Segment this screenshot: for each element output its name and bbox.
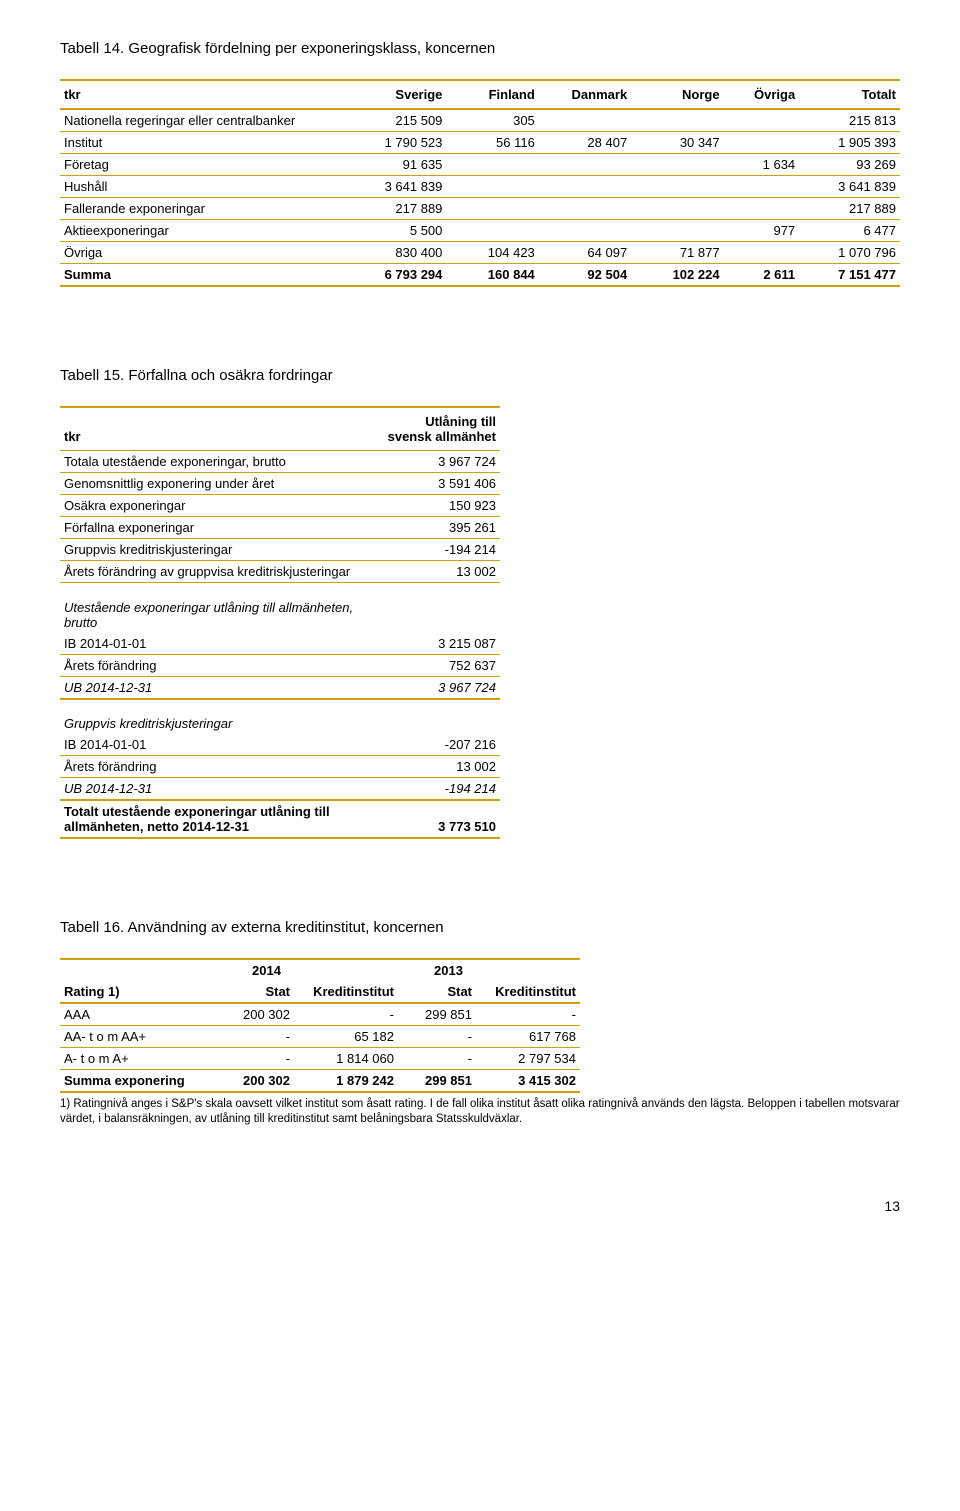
total-row: Totalt utestående exponeringar utlåning …: [60, 800, 500, 838]
table-16-footnote: 1) Ratingnivå anges i S&P's skala oavset…: [60, 1097, 900, 1128]
col-danmark: Danmark: [539, 80, 631, 109]
table-15-header-row: tkr Utlåning till svensk allmänhet: [60, 407, 500, 451]
table-row: IB 2014-01-01-207 216: [60, 734, 500, 756]
table-row: Årets förändring752 637: [60, 654, 500, 676]
table-16-sum-row: Summa exponering 200 302 1 879 242 299 8…: [60, 1069, 580, 1092]
table-row: Genomsnittlig exponering under året3 591…: [60, 473, 500, 495]
table-14: tkr Sverige Finland Danmark Norge Övriga…: [60, 79, 900, 287]
sec2-title-row: Utestående exponeringar utlåning till al…: [60, 597, 500, 633]
table-row: Totala utestående exponeringar, brutto3 …: [60, 451, 500, 473]
col-ovriga: Övriga: [724, 80, 800, 109]
table-row: Gruppvis kreditriskjusteringar-194 214: [60, 539, 500, 561]
table-row: Förfallna exponeringar395 261: [60, 517, 500, 539]
col-tkr: tkr: [60, 80, 346, 109]
table-row: AA- t o m AA+-65 182-617 768: [60, 1025, 580, 1047]
table-row: Institut1 790 52356 11628 40730 3471 905…: [60, 132, 900, 154]
year-header-row: 2014 2013: [60, 959, 580, 981]
table-row: A- t o m A+-1 814 060-2 797 534: [60, 1047, 580, 1069]
table-row: Årets förändring av gruppvisa kreditrisk…: [60, 561, 500, 583]
table-row: Aktieexponeringar5 5009776 477: [60, 220, 900, 242]
table-row: Hushåll3 641 8393 641 839: [60, 176, 900, 198]
table-15: tkr Utlåning till svensk allmänhet Total…: [60, 406, 500, 839]
sec3-title-row: Gruppvis kreditriskjusteringar: [60, 713, 500, 734]
table-row: AAA200 302-299 851-: [60, 1003, 580, 1026]
col-norge: Norge: [631, 80, 723, 109]
table-15-section: Tabell 15. Förfallna och osäkra fordring…: [60, 367, 900, 839]
table-14-header-row: tkr Sverige Finland Danmark Norge Övriga…: [60, 80, 900, 109]
sum-label: Summa: [60, 264, 346, 287]
table-16-title: Tabell 16. Användning av externa krediti…: [60, 919, 900, 936]
table-14-sum-row: Summa 6 793 294 160 844 92 504 102 224 2…: [60, 264, 900, 287]
col-utlaning: Utlåning till svensk allmänhet: [368, 407, 500, 451]
table-row: Osäkra exponeringar150 923: [60, 495, 500, 517]
col-header-row: Rating 1) Stat Kreditinstitut Stat Kredi…: [60, 981, 580, 1003]
table-row: IB 2014-01-013 215 087: [60, 633, 500, 655]
col-sverige: Sverige: [346, 80, 447, 109]
table-16: 2014 2013 Rating 1) Stat Kreditinstitut …: [60, 958, 580, 1093]
table-16-section: Tabell 16. Användning av externa krediti…: [60, 919, 900, 1128]
ub2-row: UB 2014-12-31 3 967 724: [60, 676, 500, 699]
table-row: Årets förändring13 002: [60, 755, 500, 777]
ub3-row: UB 2014-12-31 -194 214: [60, 777, 500, 800]
table-14-title: Tabell 14. Geografisk fördelning per exp…: [60, 40, 900, 57]
table-15-title: Tabell 15. Förfallna och osäkra fordring…: [60, 367, 900, 384]
table-row: Företag91 6351 63493 269: [60, 154, 900, 176]
col-finland: Finland: [446, 80, 538, 109]
page-number: 13: [60, 1198, 900, 1214]
table-row: Övriga830 400104 42364 09771 8771 070 79…: [60, 242, 900, 264]
table-row: Nationella regeringar eller centralbanke…: [60, 109, 900, 132]
col-tkr: tkr: [60, 407, 368, 451]
table-row: Fallerande exponeringar217 889217 889: [60, 198, 900, 220]
table-14-section: Tabell 14. Geografisk fördelning per exp…: [60, 40, 900, 287]
col-totalt: Totalt: [799, 80, 900, 109]
